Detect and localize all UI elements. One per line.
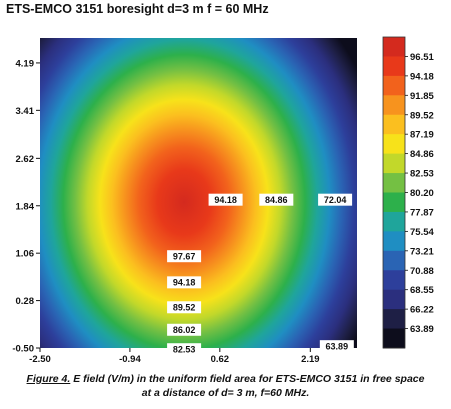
y-tick-label: 2.62 xyxy=(16,154,35,165)
contour-label: 82.53 xyxy=(167,343,202,356)
caption-line-1: E field (V/m) in the uniform field area … xyxy=(70,373,425,385)
x-axis: -2.50 -0.94 0.62 2.19 xyxy=(29,348,320,365)
x-tick-label: -2.50 xyxy=(29,354,51,365)
colorbar-segment xyxy=(383,289,405,310)
colorbar-tick-label: 70.88 xyxy=(410,266,434,277)
colorbar-tick-label: 68.55 xyxy=(410,285,434,296)
colorbar-tick-label: 63.89 xyxy=(410,324,434,335)
contour-label: 84.86 xyxy=(259,193,294,206)
x-tick-label: -0.94 xyxy=(119,354,141,365)
contour-label-text: 72.04 xyxy=(324,195,347,205)
colorbar-tick-label: 73.21 xyxy=(410,246,434,257)
caption-line-2: at a distance of d= 3 m, f=60 MHz. xyxy=(141,387,310,399)
y-tick-label: 3.41 xyxy=(16,106,35,117)
contour-label-text: 82.53 xyxy=(173,345,196,355)
colorbar-tick-label: 82.53 xyxy=(410,169,434,180)
contour-label: 72.04 xyxy=(318,193,353,206)
colorbar-segment xyxy=(383,309,405,330)
colorbar-segment xyxy=(383,328,405,349)
contour-label-text: 86.02 xyxy=(173,325,196,335)
contour-label: 63.89 xyxy=(319,340,354,353)
contour-label-bg xyxy=(167,301,202,314)
colorbar-tick-label: 94.18 xyxy=(410,71,434,82)
contour-label-bg xyxy=(319,340,354,353)
colorbar-segment xyxy=(383,114,405,135)
colorbar-segment xyxy=(383,75,405,96)
figure-label: Figure 4. xyxy=(26,373,71,385)
contour-label-bg xyxy=(167,250,202,263)
contour-label-text: 63.89 xyxy=(326,341,349,351)
x-tick-label: 2.19 xyxy=(301,354,320,365)
colorbar-tick-label: 75.54 xyxy=(410,227,434,238)
contour-label-text: 94.18 xyxy=(173,278,196,288)
colorbar-segment xyxy=(383,211,405,232)
contour-label-text: 89.52 xyxy=(173,303,196,313)
colorbar-tick-label: 96.51 xyxy=(410,52,434,63)
contour-label-text: 94.18 xyxy=(214,195,237,205)
colorbar-tick-label: 77.87 xyxy=(410,207,434,218)
colorbar-segment xyxy=(383,192,405,213)
contour-label: 97.67 xyxy=(167,250,202,263)
colorbar-segment xyxy=(383,95,405,116)
y-tick-label: 0.28 xyxy=(16,296,35,307)
y-tick-label: 4.19 xyxy=(16,58,35,69)
colorbar-tick-label: 89.52 xyxy=(410,110,434,121)
contour-label-bg xyxy=(167,343,202,356)
colorbar-tick-label: 87.19 xyxy=(410,130,434,141)
contour-label-bg xyxy=(167,323,202,336)
contour-labels: 94.18 84.86 72.04 97.67 94.18 89.52 86.02 82.53… xyxy=(167,193,354,356)
colorbar-tick-label: 91.85 xyxy=(410,91,434,102)
contour-label-bg xyxy=(318,193,353,206)
colorbar-segment xyxy=(383,153,405,174)
colorbar-segment xyxy=(383,56,405,77)
contour-label: 86.02 xyxy=(167,323,202,336)
figure-caption: Figure 4. E field (V/m) in the uniform f… xyxy=(0,372,451,400)
contour-label-bg xyxy=(167,276,202,289)
colorbar-segment xyxy=(383,250,405,271)
contour-label-bg xyxy=(208,193,243,206)
contour-label: 89.52 xyxy=(167,301,202,314)
x-tick-label: 0.62 xyxy=(211,354,230,365)
colorbar: 96.51 94.18 91.85 89.52 87.19 84.86 82.53 80.20… xyxy=(382,36,434,349)
y-tick-label: -0.50 xyxy=(12,344,34,355)
y-axis: 4.19 3.41 2.62 1.84 1.06 0.28 -0.50 xyxy=(12,58,40,355)
colorbar-segment xyxy=(383,173,405,193)
contour-label: 94.18 xyxy=(167,276,202,289)
colorbar-tick-label: 84.86 xyxy=(410,149,434,160)
colorbar-tick-label: 66.22 xyxy=(410,305,434,316)
colorbar-segment xyxy=(383,134,405,155)
colorbar-segment xyxy=(383,37,405,57)
contour-label: 94.18 xyxy=(208,193,243,206)
contour-label-bg xyxy=(259,193,294,206)
y-tick-label: 1.84 xyxy=(16,201,35,212)
contour-label-text: 84.86 xyxy=(265,195,288,205)
colorbar-tick-label: 80.20 xyxy=(410,188,434,199)
field-surface xyxy=(40,38,357,348)
colorbar-segment xyxy=(383,231,405,252)
y-tick-label: 1.06 xyxy=(16,249,35,260)
e-field-heatmap: 94.18 84.86 72.04 97.67 94.18 89.52 86.02 82.53… xyxy=(12,36,434,365)
contour-label-text: 97.67 xyxy=(173,252,196,262)
chart-title: ETS-EMCO 3151 boresight d=3 m f = 60 MHz xyxy=(6,2,269,16)
plot-area xyxy=(40,38,357,348)
colorbar-segment xyxy=(383,270,405,291)
